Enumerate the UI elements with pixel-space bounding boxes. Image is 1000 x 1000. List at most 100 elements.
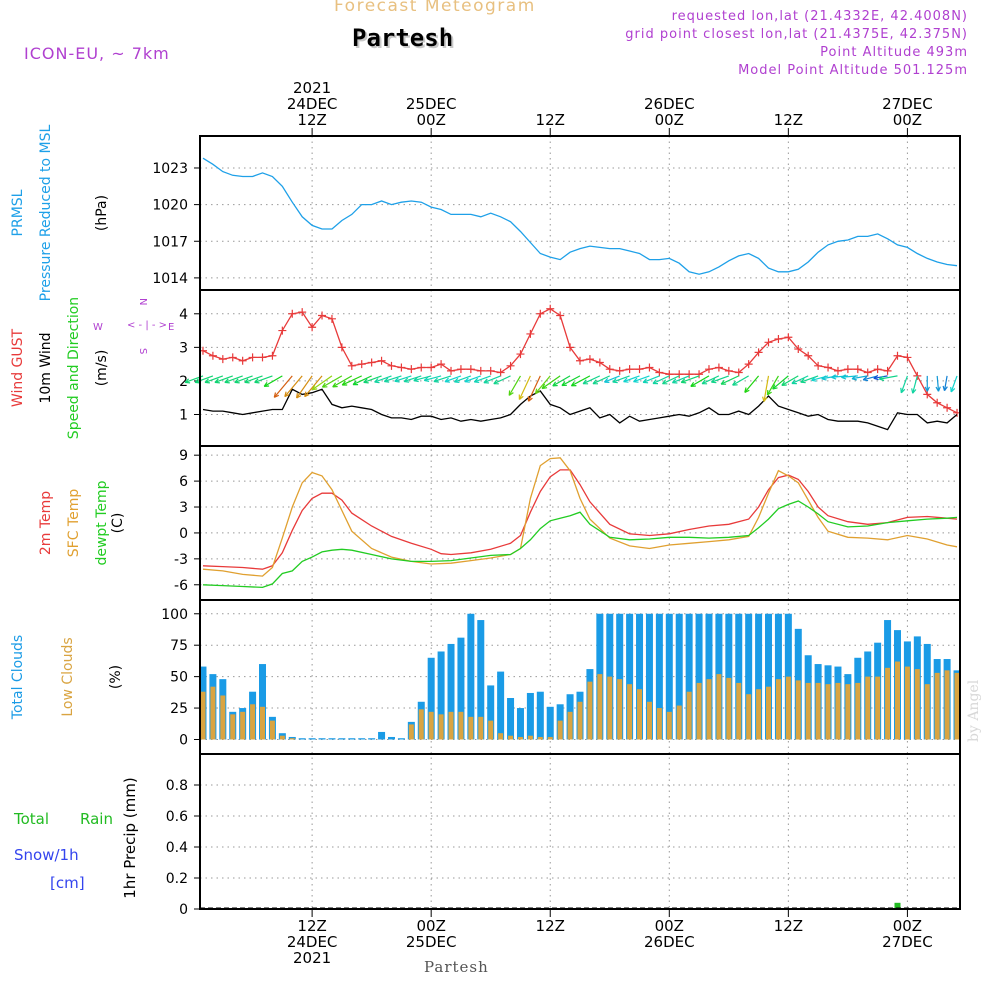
gust-marker (357, 360, 366, 369)
wind-arrow (374, 375, 392, 383)
wind-arrow-head (304, 391, 310, 398)
total-cloud-bar (358, 738, 366, 740)
compass-west: W (93, 322, 103, 333)
wind-arrow-head (244, 378, 250, 384)
gust-marker (546, 304, 555, 313)
low-cloud-bar (637, 689, 643, 740)
y-tick-label: 1023 (152, 161, 188, 177)
total-cloud-bar (745, 613, 753, 740)
series-line-sfc-temp (202, 457, 958, 577)
wind-arrow (744, 375, 760, 393)
series-line-10m-wind (202, 388, 958, 431)
x-tick-label-bottom: 26DEC (644, 933, 695, 951)
panel-label: Snow/1h (14, 846, 79, 864)
wind-arrow (483, 375, 501, 384)
y-tick-label: 0.2 (166, 871, 188, 887)
wind-arrow-head (623, 377, 629, 383)
wind-arrow (821, 375, 839, 380)
low-cloud-bar (746, 694, 752, 740)
panel-label: Low Clouds (60, 637, 76, 716)
low-cloud-bar (478, 716, 484, 740)
low-cloud-bar (577, 701, 583, 740)
wind-arrow (936, 375, 940, 392)
y-tick-label: 0.6 (166, 809, 188, 825)
wind-arrow-head (732, 380, 738, 386)
total-cloud-bar (338, 738, 346, 740)
wind-arrow (403, 375, 422, 383)
wind-arrow (552, 375, 571, 387)
total-cloud-bar (685, 613, 693, 740)
wind-arrow-head (720, 379, 727, 385)
low-cloud-bar (418, 709, 424, 740)
wind-arrow-head (561, 381, 567, 387)
total-cloud-bar (665, 613, 673, 740)
x-tick-label-bottom: 00Z (893, 917, 922, 935)
low-cloud-bar (845, 684, 851, 740)
y-tick-label: 100 (161, 607, 188, 623)
wind-arrow (672, 375, 690, 384)
total-cloud-bar (765, 613, 773, 740)
meteogram-subtitle: Forecast Meteogram (334, 0, 536, 16)
low-cloud-bar (736, 682, 742, 740)
total-cloud-bar (784, 613, 792, 740)
total-cloud-bar (655, 613, 663, 740)
total-cloud-bar (457, 637, 465, 740)
y-tick-label: 0 (179, 732, 188, 748)
gust-marker (784, 333, 793, 342)
x-tick-label-top: 12Z (297, 111, 326, 129)
total-cloud-bar (546, 706, 554, 740)
low-cloud-bar (260, 706, 266, 740)
panel-clouds: 0 25 50 75 100 Total Clouds Low Clouds (%) (10, 599, 961, 755)
x-tick-label-top: 12Z (774, 111, 803, 129)
wind-arrow (254, 375, 273, 383)
low-cloud-bar (547, 736, 553, 740)
wind-arrow (527, 375, 541, 402)
wind-arrow-head (383, 377, 390, 383)
y-tick-label: 9 (179, 448, 188, 464)
low-cloud-bar (498, 733, 504, 740)
x-tick-label-top: 25DEC (406, 95, 457, 113)
low-cloud-bar (815, 682, 821, 740)
wind-arrow (772, 375, 789, 390)
panel-label: Wind GUST (10, 328, 26, 407)
total-cloud-bar (298, 738, 306, 740)
wind-arrow (413, 375, 432, 382)
wind-arrow (766, 375, 779, 396)
wind-arrow (341, 375, 362, 386)
low-cloud-bar (428, 711, 434, 740)
gust-marker (704, 365, 713, 374)
wind-arrow-head (690, 381, 696, 387)
y-tick-label: 0.8 (166, 778, 188, 794)
wind-arrow (950, 375, 958, 393)
wind-arrow (633, 375, 650, 383)
total-cloud-bar (308, 738, 316, 740)
total-cloud-bar (328, 738, 336, 740)
gust-marker (893, 351, 902, 360)
closest-coordinates: grid point closest lon,lat (21.4375E, 42… (625, 27, 968, 42)
gust-marker (754, 348, 763, 357)
wind-arrow-head (791, 379, 797, 385)
wind-arrow-head (204, 378, 210, 384)
low-cloud-bar (617, 679, 623, 740)
total-cloud-bar (259, 664, 267, 740)
requested-coordinates: requested lon,lat (21.4332E, 42.4008N) (671, 9, 968, 24)
wind-arrow (642, 375, 660, 384)
wind-arrow (296, 375, 313, 399)
wind-arrow-head (851, 375, 857, 381)
low-cloud-bar (785, 676, 791, 740)
low-cloud-bar (438, 714, 444, 740)
gust-marker (923, 390, 932, 399)
low-cloud-bar (269, 720, 275, 740)
panel-label: (%) (108, 665, 124, 689)
low-cloud-bar (527, 735, 533, 740)
gust-marker (367, 358, 376, 367)
total-cloud-bar (368, 738, 376, 740)
wind-arrow (444, 375, 462, 383)
wind-arrow (592, 375, 611, 385)
low-cloud-bar (904, 666, 910, 740)
y-tick-label: 4 (179, 307, 188, 323)
gust-marker (655, 368, 664, 377)
low-cloud-bar (686, 691, 692, 740)
low-cloud-bar (656, 708, 662, 740)
